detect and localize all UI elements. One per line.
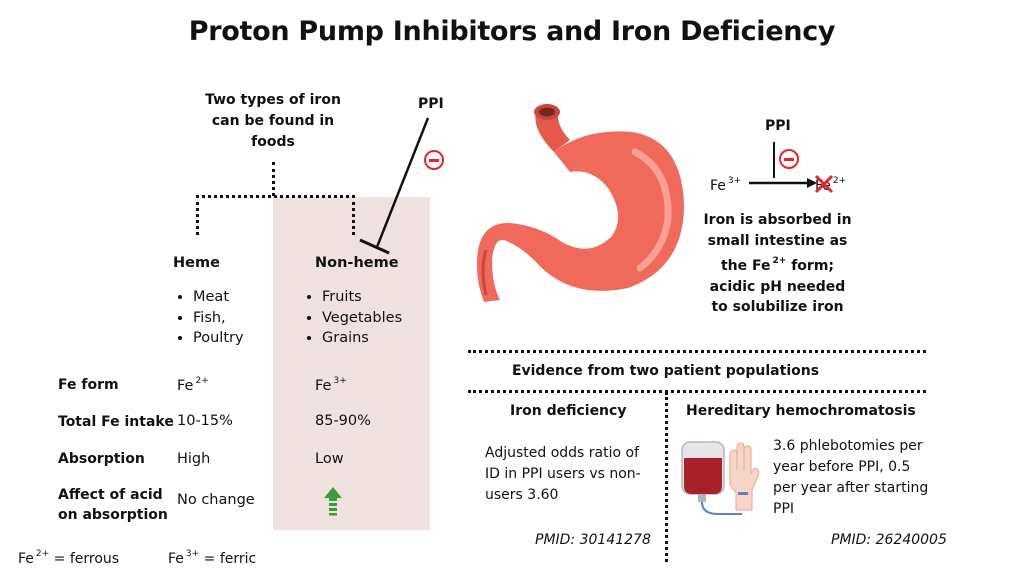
hemochromatosis-text: 3.6 phlebotomies per year before PPI, 0.… <box>773 438 929 517</box>
inhibit-minus-icon <box>779 149 799 169</box>
row-label-total-intake: Total Fe intake <box>58 414 174 430</box>
connector-nonheme-drop <box>352 195 355 235</box>
stomach-illustration <box>476 104 684 302</box>
iron-deficiency-pmid: PMID: 30141278 <box>535 532 651 548</box>
evidence-title: Evidence from two patient populations <box>511 363 820 379</box>
list-item: Grains <box>322 328 402 349</box>
row-label-acid-effect: Affect of acid on absorption <box>58 487 168 523</box>
evidence-column-divider <box>665 392 668 562</box>
list-item: Meat <box>193 287 244 308</box>
ppi-inhibition-line <box>359 117 430 255</box>
non-heme-shaded-column <box>273 197 430 530</box>
iron-deficiency-text: Adjusted odds ratio of ID in PPI users v… <box>485 445 641 503</box>
list-item: Poultry <box>193 328 244 349</box>
nonheme-intake-value: 85-90% <box>315 413 371 429</box>
evidence-mid-divider <box>468 390 926 393</box>
connector-bar <box>196 195 355 198</box>
non-heme-food-list: Fruits Vegetables Grains <box>302 287 402 349</box>
hemochromatosis-header: Hereditary hemochromatosis <box>686 403 916 419</box>
heme-intake-value: 10-15% <box>177 413 233 429</box>
list-item: Vegetables <box>322 308 402 329</box>
heme-absorption-value: High <box>177 451 211 467</box>
heme-fe-form: Fe 2+ <box>177 376 209 394</box>
iron-reduction-arrow <box>749 142 817 188</box>
list-item: Fish, <box>193 308 244 329</box>
legend-ferrous: Fe 2+ = ferrous <box>18 549 120 567</box>
fe3-label: Fe 3+ <box>710 176 742 194</box>
ppi-label-left: PPI <box>418 96 444 112</box>
connector-stem <box>272 162 275 196</box>
heme-acid-effect-value: No change <box>177 492 255 508</box>
heme-header: Heme <box>173 255 220 271</box>
row-label-absorption: Absorption <box>58 451 145 467</box>
blocked-x-icon <box>814 174 834 194</box>
non-heme-header: Non-heme <box>315 255 399 271</box>
page-title: Proton Pump Inhibitors and Iron Deficien… <box>188 16 836 47</box>
increase-up-arrow-icon <box>324 487 342 516</box>
iron-deficiency-header: Iron deficiency <box>510 403 627 419</box>
inhibit-minus-icon <box>424 150 444 170</box>
heme-food-list: Meat Fish, Poultry <box>173 287 244 349</box>
phlebotomy-blood-bag-icon <box>681 441 760 515</box>
hemochromatosis-pmid: PMID: 26240005 <box>831 532 947 548</box>
connector-heme-drop <box>196 195 199 235</box>
nonheme-absorption-value: Low <box>315 451 344 467</box>
nonheme-fe-form: Fe 3+ <box>315 376 347 394</box>
list-item: Fruits <box>322 287 402 308</box>
ppi-label-right: PPI <box>765 118 791 134</box>
row-label-fe-form: Fe form <box>58 377 119 393</box>
iron-types-intro: Two types of iron can be found in foods <box>205 92 341 150</box>
legend-ferric: Fe 3+ = ferric <box>168 549 257 567</box>
evidence-top-divider <box>468 350 926 353</box>
absorption-note: Iron is absorbed in small intestine as t… <box>703 212 852 315</box>
